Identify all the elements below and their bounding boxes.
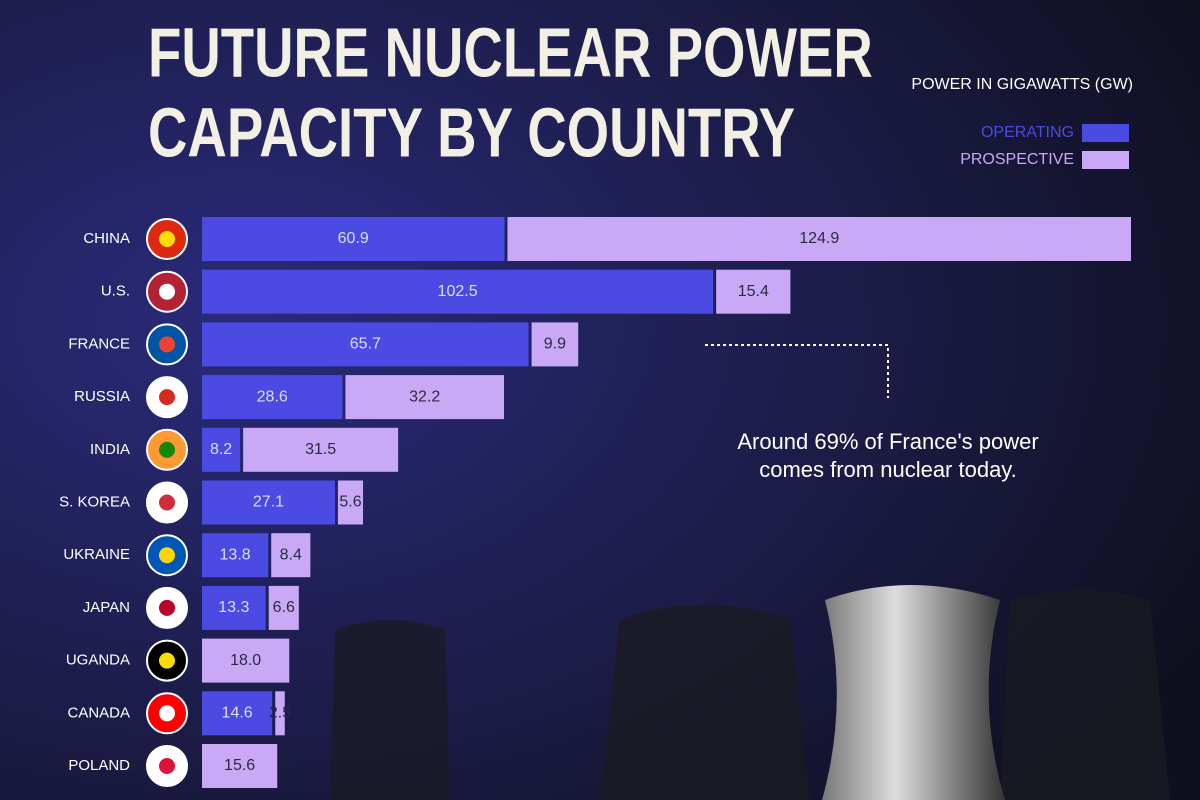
value-label: 18.0 bbox=[230, 652, 261, 669]
value-label: 13.8 bbox=[220, 546, 251, 563]
value-label: 15.4 bbox=[738, 283, 769, 300]
value-label: 124.9 bbox=[799, 230, 839, 247]
value-label: 8.4 bbox=[280, 546, 302, 563]
legend-swatch bbox=[1082, 151, 1129, 169]
annotation-connector bbox=[705, 344, 889, 398]
category-label: U.S. bbox=[101, 283, 130, 300]
chart-title: FUTURE NUCLEAR POWER bbox=[148, 14, 873, 92]
chart-title: CAPACITY BY COUNTRY bbox=[148, 94, 795, 172]
flag bbox=[159, 599, 175, 616]
category-label: UKRAINE bbox=[63, 546, 130, 563]
flag bbox=[159, 389, 175, 406]
tower-silhouette bbox=[330, 620, 450, 800]
category-label: INDIA bbox=[90, 441, 130, 458]
value-label: 8.2 bbox=[210, 441, 232, 458]
bar-segment bbox=[202, 269, 714, 314]
flag bbox=[159, 758, 175, 774]
legend-title: POWER IN GIGAWATTS (GW) bbox=[911, 76, 1133, 93]
flag bbox=[159, 231, 175, 247]
flag bbox=[159, 705, 175, 722]
bar-segment bbox=[268, 585, 299, 630]
annotation: comes from nuclear today. bbox=[759, 457, 1017, 482]
value-label: 31.5 bbox=[305, 441, 336, 458]
flag bbox=[159, 441, 175, 458]
flag bbox=[159, 283, 175, 300]
bar-segment bbox=[202, 375, 343, 420]
bar-segment bbox=[202, 585, 266, 630]
bar-segment bbox=[202, 322, 529, 367]
value-label: 14.6 bbox=[222, 705, 253, 722]
value-label: 15.6 bbox=[224, 757, 255, 774]
value-label: 9.9 bbox=[544, 336, 566, 353]
bar-segment bbox=[507, 217, 1132, 261]
bar-segment bbox=[202, 533, 269, 578]
value-label: 13.3 bbox=[218, 599, 249, 616]
bar-segment bbox=[202, 217, 505, 261]
category-label: CHINA bbox=[83, 230, 130, 247]
value-label: 65.7 bbox=[350, 336, 381, 353]
category-label: CANADA bbox=[67, 704, 130, 721]
value-label: 102.5 bbox=[438, 283, 478, 300]
category-label: POLAND bbox=[68, 757, 130, 774]
flag bbox=[159, 652, 175, 669]
value-label: 28.6 bbox=[257, 388, 288, 405]
flag bbox=[159, 336, 175, 353]
bar-segment bbox=[345, 375, 504, 420]
value-label: 5.6 bbox=[339, 494, 361, 511]
cooling-tower bbox=[822, 585, 1005, 800]
tower-silhouette bbox=[600, 605, 810, 800]
bar-segment bbox=[275, 691, 285, 736]
bar-segment bbox=[202, 427, 241, 472]
bar-segment bbox=[716, 269, 791, 314]
flag bbox=[159, 547, 175, 564]
legend-label: OPERATING bbox=[981, 124, 1074, 141]
legend-swatch bbox=[1082, 124, 1129, 142]
tower-silhouette bbox=[1000, 590, 1170, 800]
value-label: 2.5 bbox=[269, 705, 291, 722]
bar-segment bbox=[243, 427, 399, 472]
flag bbox=[159, 494, 175, 511]
category-label: FRANCE bbox=[68, 335, 130, 352]
category-label: UGANDA bbox=[66, 652, 130, 669]
bar-segment bbox=[202, 691, 273, 736]
category-label: S. KOREA bbox=[59, 493, 130, 510]
value-label: 27.1 bbox=[253, 494, 284, 511]
bar-segment bbox=[271, 533, 311, 578]
value-label: 6.6 bbox=[273, 599, 295, 616]
bar-segment bbox=[531, 322, 579, 367]
annotation: Around 69% of France's power bbox=[737, 429, 1038, 454]
bar-segment bbox=[202, 480, 335, 525]
value-label: 32.2 bbox=[409, 388, 440, 405]
bar-segment bbox=[337, 480, 364, 525]
category-label: JAPAN bbox=[83, 599, 130, 616]
bar-segment bbox=[202, 638, 290, 683]
category-label: RUSSIA bbox=[74, 388, 130, 405]
legend-label: PROSPECTIVE bbox=[960, 151, 1074, 168]
value-label: 60.9 bbox=[338, 230, 369, 247]
bar-segment bbox=[202, 744, 278, 788]
